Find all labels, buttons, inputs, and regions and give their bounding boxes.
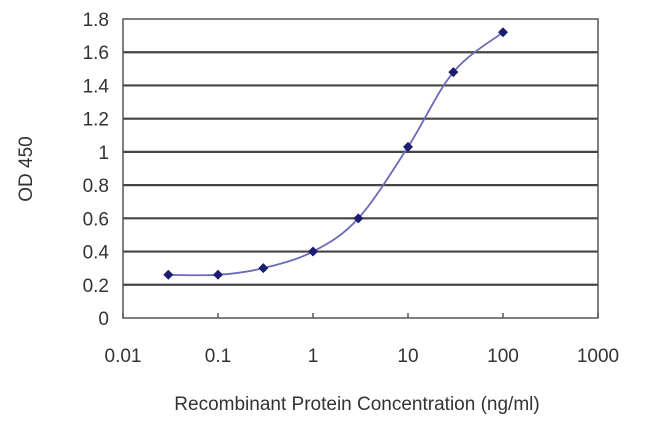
data-point [213,269,223,280]
y-tick-label: 1.4 [83,76,110,97]
y-tick-label: 1.2 [83,110,109,131]
y-axis-label: OD 450 [16,136,37,201]
y-tick-label: 0 [98,309,109,330]
x-tick-label: 0.01 [105,346,142,367]
y-tick-label: 0.8 [83,176,109,197]
plot-frame [122,18,599,319]
y-tick-label: 1.6 [83,43,109,64]
y-tick-label: 1.8 [83,10,109,31]
series-line [168,31,504,277]
y-tick-label: 0.6 [83,209,109,230]
y-tick-label: 1 [98,143,109,164]
data-point [258,263,269,274]
x-tick-label: 1 [308,346,319,367]
grid-lines [123,51,598,286]
data-points [163,27,508,280]
y-axis: 0 0.2 0.4 0.6 0.8 1 1.2 1.4 1.6 1.8 [83,10,110,330]
data-point [308,246,318,257]
data-point [498,27,508,38]
x-axis-label: Recombinant Protein Concentration (ng/ml… [174,394,539,415]
y-tick-label: 0.2 [83,276,109,297]
x-axis: 0.01 0.1 1 10 100 1000 [105,313,619,367]
x-tick-label: 10 [397,346,418,367]
x-tick-label: 0.1 [205,346,231,367]
x-tick-label: 1000 [577,346,619,367]
data-point [403,141,413,152]
data-point [353,213,364,224]
y-tick-label: 0.4 [83,243,110,264]
data-point [448,67,459,78]
x-tick-label: 100 [487,346,519,367]
data-point [163,269,174,280]
